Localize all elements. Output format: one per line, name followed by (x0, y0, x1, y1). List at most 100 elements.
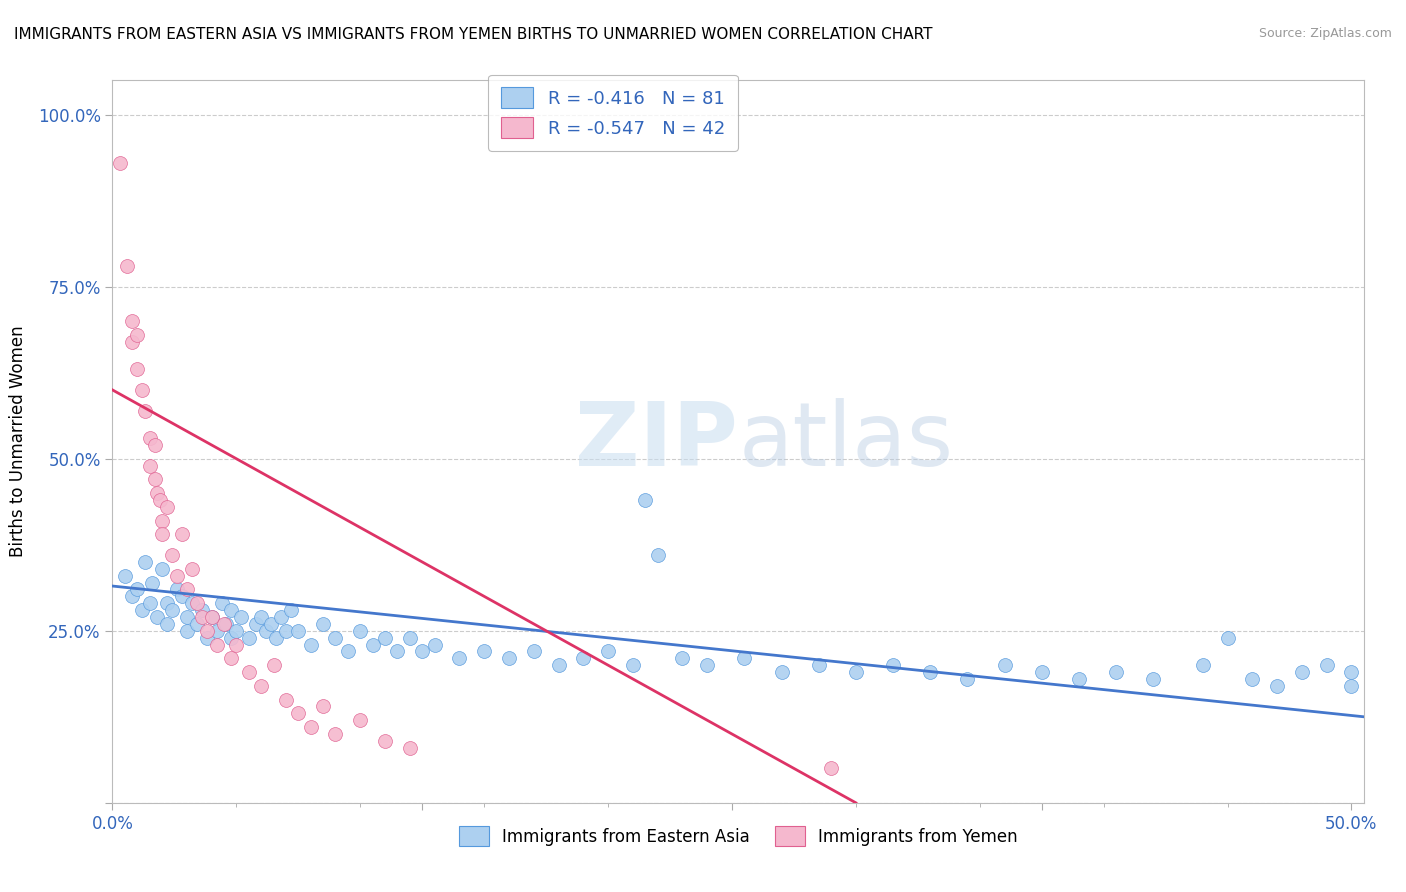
Point (212, 616, 235, 631)
Point (146, 610, 169, 624)
Point (411, 644, 433, 658)
Point (387, 644, 409, 658)
Point (131, 603, 153, 617)
Point (170, 590, 193, 604)
Point (138, 431, 160, 445)
Point (325, 727, 347, 741)
Point (170, 527, 193, 541)
Point (882, 658, 904, 673)
Point (572, 651, 595, 665)
Point (215, 616, 238, 631)
Point (472, 644, 495, 658)
Point (190, 610, 212, 624)
Point (621, 658, 644, 673)
Point (807, 658, 830, 673)
Point (498, 651, 520, 665)
Point (176, 624, 198, 638)
Point (1340, 665, 1362, 679)
Point (166, 582, 188, 597)
Point (374, 631, 396, 645)
Point (349, 713, 371, 727)
Point (127, 362, 149, 376)
Point (166, 568, 188, 582)
Point (280, 603, 302, 617)
Point (150, 527, 173, 541)
Point (231, 610, 253, 624)
Point (225, 624, 247, 638)
Point (250, 610, 273, 624)
Point (274, 624, 297, 638)
Point (349, 624, 371, 638)
Point (221, 603, 243, 617)
Point (336, 644, 359, 658)
Point (121, 590, 143, 604)
Point (150, 514, 173, 528)
Point (186, 596, 208, 610)
Point (361, 638, 384, 652)
Point (820, 761, 842, 775)
Point (1216, 631, 1239, 645)
Point (200, 610, 222, 624)
Point (121, 334, 143, 349)
Point (148, 493, 170, 508)
Point (138, 458, 160, 473)
Point (176, 610, 198, 624)
Point (1191, 658, 1213, 673)
Point (205, 624, 228, 638)
Point (260, 616, 283, 631)
Point (225, 638, 247, 652)
Point (287, 624, 309, 638)
Point (374, 734, 396, 748)
Point (221, 651, 243, 665)
Point (287, 706, 309, 721)
Point (250, 679, 273, 693)
Point (205, 638, 228, 652)
Point (647, 548, 669, 562)
Point (200, 610, 222, 624)
Point (696, 658, 718, 673)
Point (920, 665, 942, 679)
Point (156, 616, 179, 631)
Point (1142, 672, 1164, 686)
Text: ZIP: ZIP (575, 398, 738, 485)
Point (1241, 672, 1264, 686)
Point (596, 644, 619, 658)
Point (160, 548, 183, 562)
Point (156, 596, 179, 610)
Point (671, 651, 693, 665)
Point (845, 665, 868, 679)
Point (108, 156, 131, 170)
Point (146, 486, 169, 500)
Point (1291, 665, 1313, 679)
Y-axis label: Births to Unmarried Women: Births to Unmarried Women (8, 326, 27, 558)
Point (770, 665, 793, 679)
Point (195, 624, 218, 638)
Point (156, 500, 179, 514)
Point (956, 672, 979, 686)
Point (195, 631, 218, 645)
Point (131, 383, 153, 397)
Point (221, 631, 243, 645)
Point (1031, 665, 1053, 679)
Legend: Immigrants from Eastern Asia, Immigrants from Yemen: Immigrants from Eastern Asia, Immigrants… (451, 820, 1025, 852)
Point (299, 638, 322, 652)
Point (733, 651, 755, 665)
Point (114, 568, 136, 582)
Point (274, 692, 297, 706)
Point (1265, 679, 1288, 693)
Point (1067, 672, 1090, 686)
Point (150, 562, 173, 576)
Point (127, 582, 149, 597)
Point (398, 740, 420, 755)
Point (180, 562, 202, 576)
Text: Source: ZipAtlas.com: Source: ZipAtlas.com (1258, 27, 1392, 40)
Point (1316, 658, 1339, 673)
Point (160, 603, 183, 617)
Point (634, 493, 657, 508)
Point (143, 438, 166, 452)
Point (254, 624, 277, 638)
Point (312, 616, 335, 631)
Point (176, 582, 198, 597)
Point (134, 555, 156, 569)
Point (238, 631, 260, 645)
